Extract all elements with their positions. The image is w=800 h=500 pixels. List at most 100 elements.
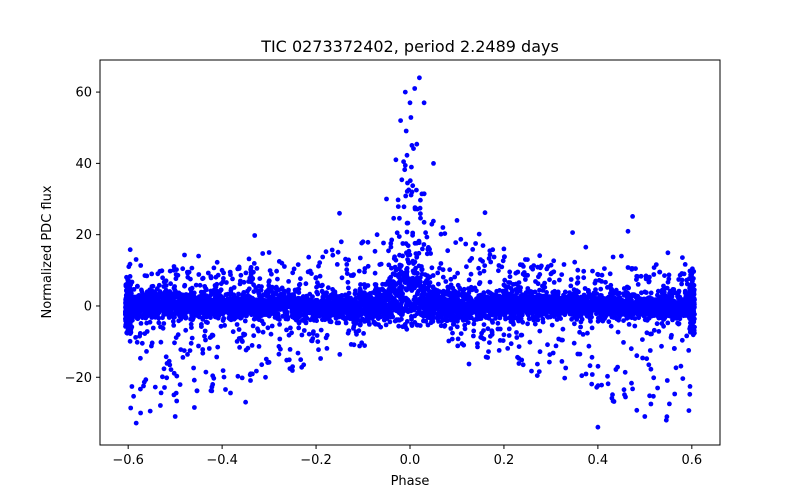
data-point [521,270,527,275]
data-point [295,318,301,324]
data-point [516,361,522,366]
data-point [418,215,423,221]
data-point [529,368,534,374]
data-point [194,388,200,394]
data-point [476,281,482,287]
data-point [141,379,147,385]
data-point [187,348,193,353]
data-point [621,318,626,323]
data-point [276,351,282,357]
data-point [238,272,244,278]
data-point [158,403,163,408]
data-point [324,346,330,351]
data-point [502,313,508,319]
data-point [212,283,218,288]
data-point [269,271,274,277]
data-point [497,338,503,343]
data-point [568,277,574,282]
data-point [414,187,419,193]
data-point [388,244,394,250]
data-point [203,369,209,375]
data-point [557,277,562,283]
data-point [586,343,592,349]
data-point [323,249,329,255]
data-point [516,344,522,349]
data-point [392,272,398,278]
data-point [268,331,274,337]
data-point [535,264,541,270]
data-point [218,281,224,287]
data-point [318,356,323,361]
data-point [142,331,148,336]
data-point [259,362,265,368]
data-point [462,326,468,332]
data-point [428,251,433,256]
data-point [289,330,294,336]
data-point [303,320,309,326]
data-point [206,346,212,351]
data-point [389,237,395,243]
data-point [436,281,441,287]
data-point [444,318,449,324]
data-point [173,390,179,396]
data-point [607,271,613,277]
data-point [483,354,489,360]
data-point [626,285,631,291]
data-point [350,317,356,323]
data-point [471,333,476,339]
data-point [545,314,551,320]
data-point [464,264,469,270]
data-point [391,279,397,285]
data-point [466,361,472,367]
data-point [397,215,402,221]
data-point [131,393,137,399]
data-point [405,220,411,226]
data-point [158,339,164,345]
data-point [423,318,429,324]
data-point [275,276,280,282]
data-point [640,355,645,361]
data-point [230,276,235,282]
data-point [680,376,686,381]
data-point [487,279,493,285]
data-point [380,287,386,292]
data-point [602,313,608,319]
data-point [311,317,317,323]
data-point [580,332,586,337]
data-point [425,322,431,328]
data-point [150,325,156,331]
data-point [456,292,462,297]
data-point [421,242,427,247]
data-point [386,262,392,268]
data-point [163,354,169,360]
data-point [202,328,208,334]
data-point [602,266,607,271]
data-point [250,371,255,377]
data-point [679,337,685,343]
data-point [133,335,139,340]
data-point [136,293,142,298]
data-point [611,399,617,404]
data-point [327,319,333,324]
data-point [589,381,595,387]
data-point [161,279,167,285]
data-point [396,317,401,323]
data-point [534,373,540,378]
data-point [200,276,205,282]
data-point [643,290,649,295]
data-point [518,332,524,338]
data-point [454,324,460,330]
data-point [365,239,371,245]
data-point [633,266,638,271]
data-point [476,231,482,237]
data-point [590,268,595,274]
data-point [445,288,450,294]
data-point [537,349,543,355]
data-point [228,272,233,278]
data-point [408,115,414,120]
data-point [166,358,172,364]
data-point [547,277,552,283]
data-point [609,288,614,293]
data-point [595,363,601,369]
data-point [667,401,672,407]
